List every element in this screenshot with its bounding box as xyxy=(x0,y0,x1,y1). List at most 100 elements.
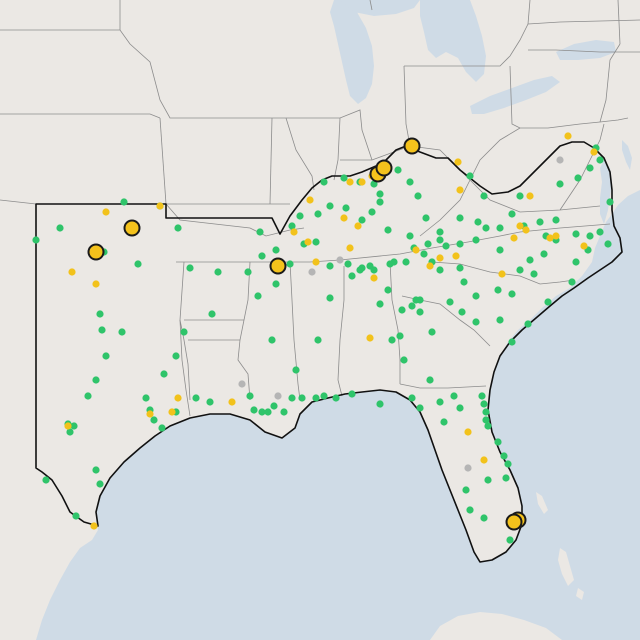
marker-green[interactable] xyxy=(552,216,560,224)
marker-yellow[interactable] xyxy=(436,254,444,262)
marker-large-yellow[interactable] xyxy=(403,137,421,155)
marker-green[interactable] xyxy=(134,260,142,268)
marker-green[interactable] xyxy=(596,156,604,164)
marker-green[interactable] xyxy=(298,394,306,402)
marker-yellow[interactable] xyxy=(552,232,560,240)
marker-large-yellow[interactable] xyxy=(87,243,105,261)
marker-green[interactable] xyxy=(406,232,414,240)
marker-green[interactable] xyxy=(386,260,394,268)
marker-yellow[interactable] xyxy=(366,334,374,342)
marker-green[interactable] xyxy=(208,310,216,318)
marker-green[interactable] xyxy=(416,308,424,316)
marker-green[interactable] xyxy=(342,204,350,212)
marker-green[interactable] xyxy=(484,476,492,484)
marker-yellow[interactable] xyxy=(522,226,530,234)
marker-green[interactable] xyxy=(268,336,276,344)
marker-green[interactable] xyxy=(384,286,392,294)
marker-green[interactable] xyxy=(496,224,504,232)
marker-green[interactable] xyxy=(376,198,384,206)
marker-green[interactable] xyxy=(272,280,280,288)
marker-green[interactable] xyxy=(348,390,356,398)
marker-green[interactable] xyxy=(516,192,524,200)
marker-green[interactable] xyxy=(436,266,444,274)
marker-green[interactable] xyxy=(456,404,464,412)
marker-green[interactable] xyxy=(446,298,454,306)
marker-green[interactable] xyxy=(70,422,78,430)
marker-green[interactable] xyxy=(436,236,444,244)
marker-green[interactable] xyxy=(256,228,264,236)
marker-yellow[interactable] xyxy=(146,410,154,418)
marker-green[interactable] xyxy=(456,264,464,272)
marker-green[interactable] xyxy=(482,408,490,416)
marker-green[interactable] xyxy=(472,318,480,326)
marker-green[interactable] xyxy=(474,218,482,226)
marker-green[interactable] xyxy=(596,228,604,236)
marker-green[interactable] xyxy=(326,262,334,270)
marker-green[interactable] xyxy=(102,352,110,360)
marker-green[interactable] xyxy=(502,474,510,482)
marker-green[interactable] xyxy=(456,214,464,222)
marker-green[interactable] xyxy=(96,480,104,488)
marker-green[interactable] xyxy=(478,392,486,400)
marker-yellow[interactable] xyxy=(168,408,176,416)
marker-green[interactable] xyxy=(526,256,534,264)
marker-green[interactable] xyxy=(524,320,532,328)
marker-green[interactable] xyxy=(244,268,252,276)
marker-green[interactable] xyxy=(426,376,434,384)
marker-green[interactable] xyxy=(172,352,180,360)
marker-green[interactable] xyxy=(270,402,278,410)
marker-green[interactable] xyxy=(340,174,348,182)
marker-green[interactable] xyxy=(436,398,444,406)
marker-green[interactable] xyxy=(264,408,272,416)
marker-yellow[interactable] xyxy=(68,268,76,276)
marker-yellow[interactable] xyxy=(526,192,534,200)
marker-green[interactable] xyxy=(568,278,576,286)
marker-green[interactable] xyxy=(504,460,512,468)
marker-green[interactable] xyxy=(254,292,262,300)
marker-green[interactable] xyxy=(496,246,504,254)
marker-green[interactable] xyxy=(500,452,508,460)
marker-green[interactable] xyxy=(174,224,182,232)
marker-large-yellow[interactable] xyxy=(375,159,393,177)
marker-green[interactable] xyxy=(530,270,538,278)
marker-green[interactable] xyxy=(384,226,392,234)
marker-green[interactable] xyxy=(332,394,340,402)
marker-green[interactable] xyxy=(32,236,40,244)
marker-green[interactable] xyxy=(368,208,376,216)
marker-green[interactable] xyxy=(96,310,104,318)
marker-yellow[interactable] xyxy=(480,456,488,464)
marker-green[interactable] xyxy=(312,394,320,402)
marker-green[interactable] xyxy=(606,198,614,206)
marker-green[interactable] xyxy=(536,218,544,226)
marker-yellow[interactable] xyxy=(174,394,182,402)
marker-green[interactable] xyxy=(450,392,458,400)
marker-large-yellow[interactable] xyxy=(123,219,141,237)
marker-green[interactable] xyxy=(72,512,80,520)
marker-green[interactable] xyxy=(314,336,322,344)
marker-yellow[interactable] xyxy=(64,422,72,430)
marker-yellow[interactable] xyxy=(456,186,464,194)
marker-yellow[interactable] xyxy=(510,234,518,242)
marker-green[interactable] xyxy=(288,394,296,402)
marker-green[interactable] xyxy=(206,398,214,406)
marker-green[interactable] xyxy=(312,238,320,246)
marker-green[interactable] xyxy=(142,394,150,402)
marker-green[interactable] xyxy=(480,400,488,408)
marker-green[interactable] xyxy=(158,424,166,432)
marker-green[interactable] xyxy=(376,190,384,198)
marker-green[interactable] xyxy=(286,260,294,268)
marker-yellow[interactable] xyxy=(346,178,354,186)
marker-yellow[interactable] xyxy=(498,270,506,278)
marker-yellow[interactable] xyxy=(590,148,598,156)
marker-yellow[interactable] xyxy=(340,214,348,222)
marker-green[interactable] xyxy=(250,406,258,414)
marker-yellow[interactable] xyxy=(358,178,366,186)
marker-yellow[interactable] xyxy=(346,244,354,252)
marker-yellow[interactable] xyxy=(354,222,362,230)
marker-green[interactable] xyxy=(406,178,414,186)
marker-green[interactable] xyxy=(472,292,480,300)
marker-green[interactable] xyxy=(466,506,474,514)
marker-green[interactable] xyxy=(408,394,416,402)
marker-green[interactable] xyxy=(540,250,548,258)
marker-green[interactable] xyxy=(460,278,468,286)
